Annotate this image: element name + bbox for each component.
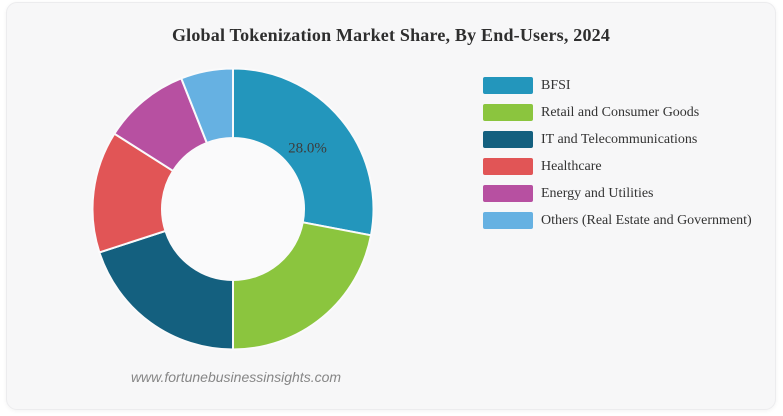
chart-legend: BFSI Retail and Consumer Goods IT and Tele…	[483, 77, 773, 239]
donut-segment	[232, 67, 375, 237]
legend-swatch	[483, 158, 533, 175]
chart-card: Global Tokenization Market Share, By End…	[6, 2, 776, 410]
donut-segment	[98, 229, 234, 351]
donut-chart: 28.0%	[91, 67, 375, 351]
legend-item: Healthcare	[483, 158, 773, 175]
segment-data-label: 28.0%	[288, 140, 327, 156]
legend-item: Retail and Consumer Goods	[483, 104, 773, 121]
donut-hole	[162, 138, 304, 280]
donut-svg: 28.0%	[91, 67, 375, 351]
legend-label: Others (Real Estate and Government)	[541, 212, 752, 228]
legend-swatch	[483, 104, 533, 121]
legend-label: Healthcare	[541, 158, 602, 174]
legend-item: Others (Real Estate and Government)	[483, 212, 773, 229]
legend-item: BFSI	[483, 77, 773, 94]
legend-label: BFSI	[541, 77, 571, 93]
legend-swatch	[483, 185, 533, 202]
legend-item: Energy and Utilities	[483, 185, 773, 202]
donut-segment	[180, 67, 234, 144]
legend-swatch	[483, 212, 533, 229]
donut-segment	[232, 221, 373, 351]
legend-item: IT and Telecommunications	[483, 131, 773, 148]
chart-title: Global Tokenization Market Share, By End…	[171, 25, 611, 45]
legend-label: IT and Telecommunications	[541, 131, 698, 147]
legend-swatch	[483, 77, 533, 94]
legend-label: Energy and Utilities	[541, 185, 654, 201]
watermark-text: www.fortunebusinessinsights.com	[130, 369, 342, 385]
legend-swatch	[483, 131, 533, 148]
legend-label: Retail and Consumer Goods	[541, 104, 700, 120]
